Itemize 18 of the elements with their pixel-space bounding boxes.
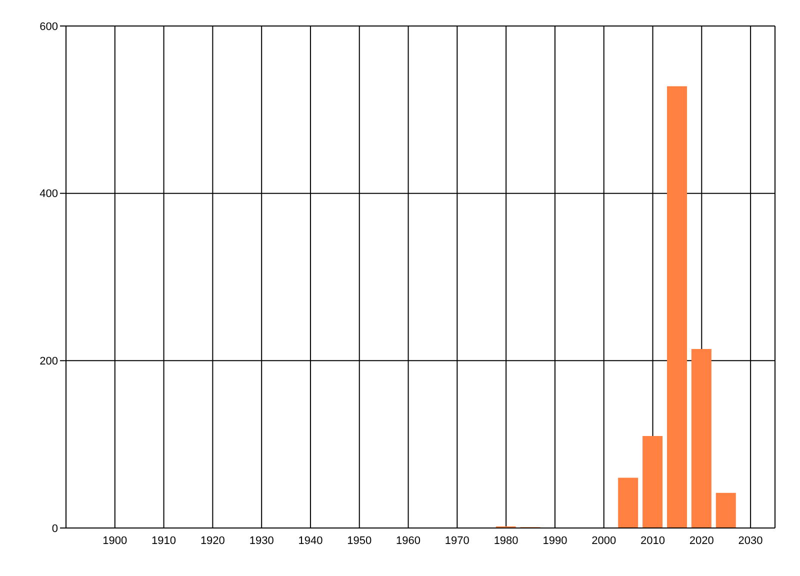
x-tick-label: 1930 (249, 534, 274, 547)
y-tick-label: 0 (52, 522, 58, 535)
x-tick-label: 1970 (444, 534, 470, 547)
x-tick-label: 1940 (298, 534, 323, 547)
x-tick-label: 1960 (396, 534, 421, 547)
x-tick-label: 2010 (640, 534, 665, 547)
x-tick-label: 1910 (152, 534, 176, 547)
x-tick-label: 1950 (347, 534, 372, 547)
x-tick-label: 1990 (542, 534, 568, 547)
x-tick-label: 1900 (102, 534, 128, 547)
x-tick-label: 1980 (494, 534, 518, 547)
y-tick-label: 400 (40, 188, 58, 200)
x-tick-label: 2000 (592, 534, 616, 547)
x-tick-label: 2030 (738, 534, 763, 547)
y-tick-label: 200 (40, 356, 58, 368)
y-tick-label: 600 (40, 20, 58, 33)
x-tick-label: 1920 (200, 534, 225, 547)
x-tick-label: 2020 (689, 534, 714, 547)
